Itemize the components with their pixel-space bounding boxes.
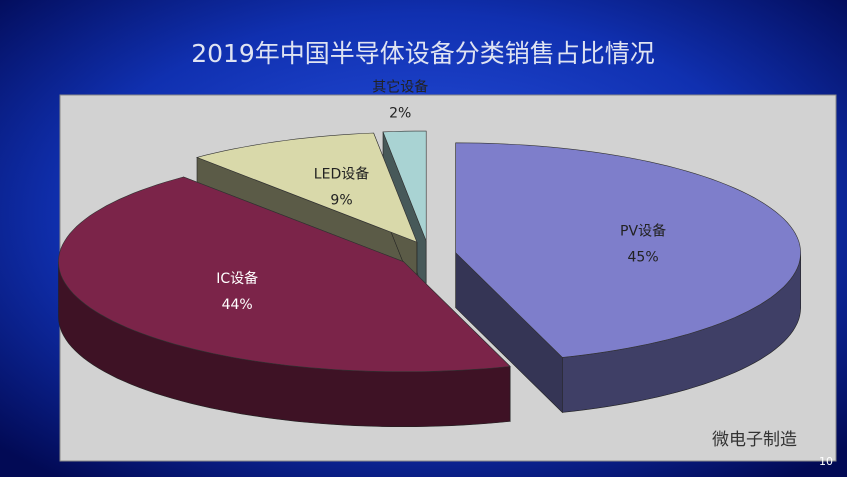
pie: PV设备 45% IC设备 44% LED设备 9% 其它设备 2% (58, 78, 802, 427)
slice-value-label: 2% (389, 105, 411, 121)
slice-label: IC设备 (216, 270, 258, 287)
slice-value-label: 44% (222, 297, 253, 313)
watermark: 微电子制造 (712, 430, 797, 450)
slice-label: PV设备 (620, 222, 666, 239)
slice-value-label: 9% (330, 193, 352, 209)
slice-label: LED设备 (314, 166, 369, 183)
slice-label: 其它设备 (372, 78, 428, 95)
slice-value-label: 45% (628, 249, 659, 265)
page-number: 10 (819, 455, 833, 468)
pie-slice (196, 132, 418, 243)
chart-title: 2019年中国半导体设备分类销售占比情况 (191, 39, 655, 68)
pie-slice (382, 130, 427, 242)
pie-slice (58, 176, 511, 372)
pie-slice (455, 142, 802, 358)
